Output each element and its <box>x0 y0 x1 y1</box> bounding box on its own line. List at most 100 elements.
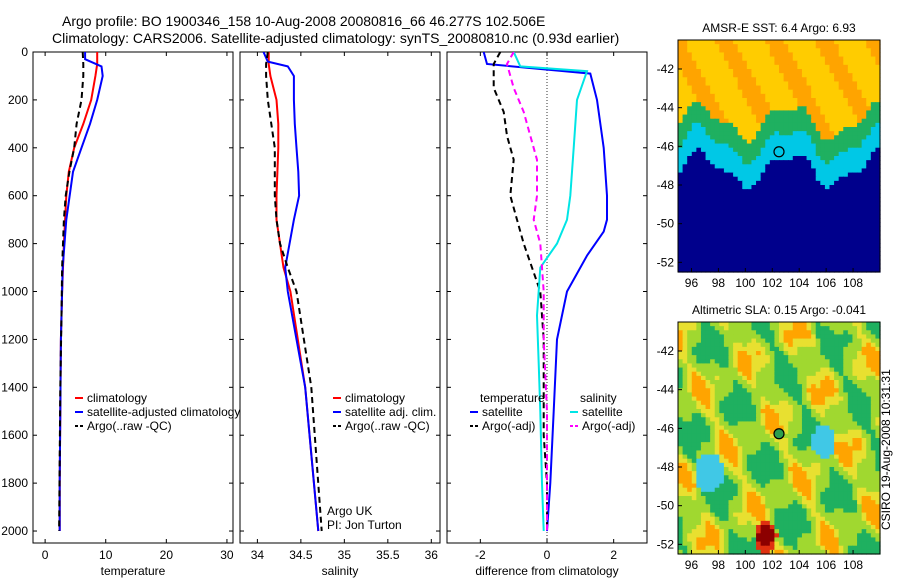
map-cell <box>792 205 798 211</box>
map-cell <box>866 267 872 273</box>
map-cell <box>875 334 881 340</box>
map-cell <box>774 483 780 489</box>
map-cell <box>705 520 711 526</box>
map-cell <box>696 371 702 377</box>
map-cell <box>834 209 840 215</box>
map-cell <box>847 180 854 186</box>
map-cell <box>760 516 766 522</box>
map-cell <box>806 458 812 464</box>
map-cell <box>687 189 693 194</box>
map-cell <box>751 355 757 360</box>
map-cell <box>687 363 693 369</box>
map-cell <box>751 475 757 481</box>
map-cell <box>710 471 716 476</box>
map-cell <box>838 201 844 207</box>
map-cell <box>742 483 748 489</box>
map-cell <box>700 77 707 83</box>
map-cell <box>779 180 785 186</box>
map-cell <box>733 168 739 174</box>
map-cell <box>792 392 798 398</box>
map-cell <box>719 413 725 418</box>
map-cell <box>806 404 812 410</box>
map-cell <box>751 151 757 157</box>
map-cell <box>742 222 748 228</box>
map-cell <box>806 351 812 356</box>
map-cell <box>733 176 739 182</box>
map-cell <box>687 446 693 452</box>
map-cell <box>723 168 730 174</box>
map-cell <box>788 147 794 153</box>
map-cell <box>870 185 877 190</box>
map-cell <box>746 243 753 248</box>
map-cell <box>678 400 684 406</box>
map-cell <box>779 102 785 107</box>
map-cell <box>696 330 702 336</box>
map-cell <box>834 156 840 161</box>
map-cell <box>857 255 863 261</box>
map-cell <box>714 487 720 493</box>
map-cell <box>797 496 803 501</box>
map-cell <box>779 500 785 505</box>
map-cell <box>779 496 785 501</box>
map-cell <box>719 537 725 543</box>
map-cell <box>733 446 739 452</box>
map-cell <box>769 355 776 360</box>
map-cell <box>779 483 785 489</box>
map-cell <box>797 537 803 543</box>
map-cell <box>742 127 748 132</box>
map-cell <box>829 193 835 199</box>
map-cell <box>783 404 789 410</box>
map-cell <box>751 458 757 464</box>
map-cell <box>728 127 734 132</box>
map-cell <box>829 238 835 244</box>
map-cell <box>792 230 798 236</box>
map-cell <box>824 209 831 215</box>
map-cell <box>714 160 720 165</box>
map-cell <box>824 462 831 468</box>
map-cell <box>838 417 844 423</box>
map-cell <box>705 479 711 485</box>
map-cell <box>829 413 835 418</box>
map-cell <box>824 359 831 365</box>
map-cell <box>852 475 858 481</box>
map-cell <box>829 483 835 489</box>
map-cell <box>824 496 831 501</box>
map-cell <box>700 371 707 377</box>
map-cell <box>765 243 771 248</box>
map-cell <box>870 255 877 261</box>
map-cell <box>783 131 789 136</box>
map-cell <box>801 413 808 418</box>
map-cell <box>792 255 798 261</box>
map-cell <box>696 367 702 373</box>
map-cell <box>866 446 872 452</box>
legend-label: satellite-adjusted climatology <box>87 405 240 419</box>
map-cell <box>861 458 867 464</box>
map-cell <box>682 110 688 116</box>
map-cell <box>696 446 702 452</box>
map-cell <box>691 479 697 485</box>
map-cell <box>870 496 877 501</box>
map-cell <box>691 122 697 128</box>
map-cell <box>788 176 794 182</box>
map-cell <box>696 106 702 112</box>
legend-label: Argo(..raw -QC) <box>345 419 430 433</box>
map-cell <box>861 330 867 336</box>
map-cell <box>769 462 776 468</box>
map-cell <box>700 118 707 124</box>
map-cell <box>820 69 826 74</box>
map-cell <box>834 180 840 186</box>
map-cell <box>870 380 877 385</box>
map-cell <box>861 338 867 344</box>
map-cell <box>737 400 743 406</box>
map-cell <box>852 218 858 223</box>
map-cell <box>811 185 817 190</box>
map-cell <box>779 367 785 373</box>
map-cell <box>751 471 757 476</box>
map-cell <box>801 346 808 352</box>
map-cell <box>824 326 831 331</box>
map-cell <box>834 185 840 190</box>
map-cell <box>733 346 739 352</box>
map-cell <box>797 93 803 99</box>
map-cell <box>746 73 753 78</box>
map-cell <box>857 64 863 70</box>
